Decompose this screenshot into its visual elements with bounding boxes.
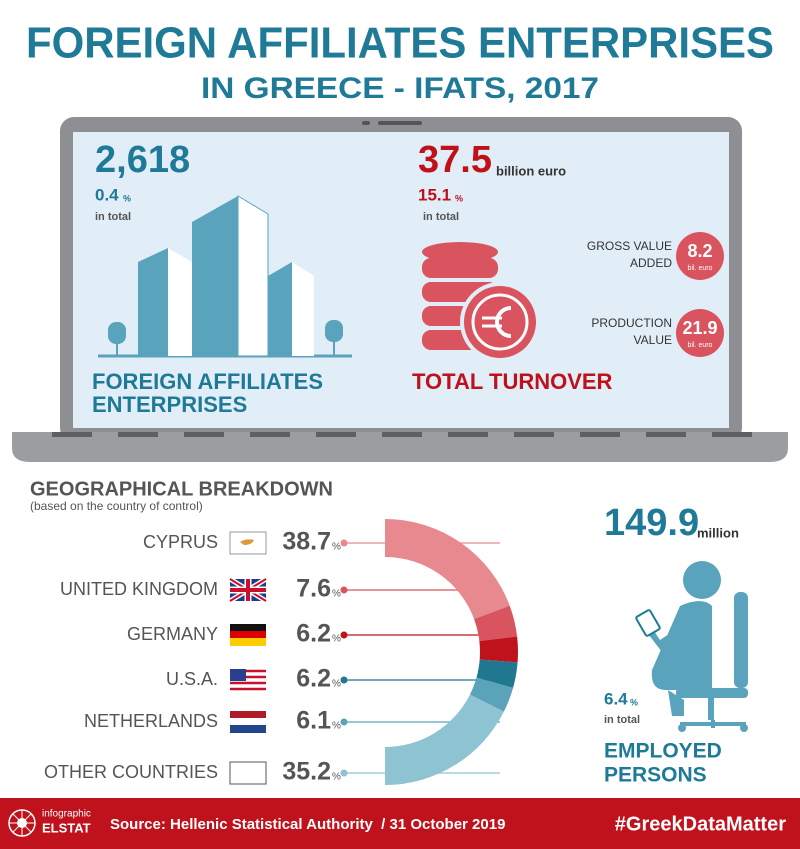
breakdown-bubble bbox=[676, 309, 724, 357]
leader-dot bbox=[340, 676, 348, 684]
footer-bar bbox=[0, 798, 800, 849]
breakdown-bubble bbox=[676, 232, 724, 280]
breakdown-unit: bil. euro bbox=[688, 265, 713, 272]
country-value: 38.7 bbox=[282, 528, 331, 556]
employment-value: 149.9 bbox=[604, 502, 699, 544]
enterprises-share: 0.4 bbox=[95, 185, 119, 204]
enterprises-label: ENTERPRISES bbox=[92, 392, 247, 417]
turnover-breakdown: GROSS VALUE ADDED 8.2 bil. euro PRODUCTION VA… bbox=[587, 232, 724, 357]
leader-dot bbox=[340, 718, 348, 726]
country-unit: % bbox=[332, 679, 341, 690]
country-name: OTHER COUNTRIES bbox=[44, 762, 218, 782]
country-name: CYPRUS bbox=[143, 532, 218, 552]
leader-dot bbox=[340, 769, 348, 777]
country-name: U.S.A. bbox=[166, 669, 218, 689]
enterprises-label: FOREIGN AFFILIATES bbox=[92, 369, 323, 394]
leader-dot bbox=[340, 539, 348, 547]
brand-line: infographic bbox=[42, 809, 91, 820]
donut-segment bbox=[479, 636, 518, 663]
breakdown-label: GROSS VALUE bbox=[587, 239, 672, 253]
country-name: NETHERLANDS bbox=[84, 711, 218, 731]
breakdown-label: VALUE bbox=[634, 333, 672, 347]
donut bbox=[385, 519, 518, 785]
flags bbox=[228, 531, 268, 785]
hashtag: #GreekDataMatter bbox=[615, 813, 786, 835]
country-value: 6.1 bbox=[296, 707, 331, 735]
source: Source: Hellenic Statistical Authority /… bbox=[110, 816, 505, 833]
employment-unit: million bbox=[697, 525, 739, 540]
person-icon bbox=[635, 561, 748, 732]
turnover-unit: billion euro bbox=[496, 163, 566, 178]
coins-icon bbox=[422, 242, 540, 362]
enterprises-value: 2,618 bbox=[95, 139, 190, 181]
country-unit: % bbox=[332, 542, 341, 553]
employment-label: PERSONS bbox=[604, 764, 707, 787]
country-rows: CYPRUS 38.7 % UNITED KINGDOM 7.6 % GERMANY 6.2%… bbox=[44, 528, 348, 786]
turnover-share-unit: % bbox=[455, 193, 463, 203]
country-value: 6.2 bbox=[296, 665, 331, 693]
brand-logo bbox=[8, 809, 36, 837]
title: FOREIGN AFFILIATES ENTERPRISES bbox=[26, 19, 774, 68]
subtitle: IN GREECE - IFATS, 2017 bbox=[201, 72, 599, 105]
donut-segment bbox=[476, 659, 518, 688]
donut-segment bbox=[469, 677, 514, 712]
country-unit: % bbox=[332, 589, 341, 600]
enterprises-note: in total bbox=[95, 211, 131, 223]
leader-dot bbox=[340, 631, 348, 639]
enterprises-share-unit: % bbox=[123, 193, 131, 203]
turnover-share: 15.1 bbox=[418, 185, 451, 204]
brand-line: ELSTAT bbox=[42, 820, 91, 835]
employment-share-unit: % bbox=[630, 697, 638, 707]
breakdown-label: PRODUCTION bbox=[591, 316, 672, 330]
breakdown-value: 21.9 bbox=[682, 318, 717, 338]
employment-note: in total bbox=[604, 714, 640, 726]
buildings-icon bbox=[98, 195, 352, 358]
country-unit: % bbox=[332, 721, 341, 732]
breakdown-label: ADDED bbox=[630, 256, 672, 270]
employment-label: EMPLOYED bbox=[604, 740, 722, 763]
geo-subtitle: (based on the country of control) bbox=[30, 499, 203, 513]
leader-dot bbox=[340, 586, 348, 594]
country-value: 7.6 bbox=[296, 575, 331, 603]
country-name: UNITED KINGDOM bbox=[60, 579, 218, 599]
donut-segment bbox=[385, 694, 504, 785]
turnover-value: 37.5 bbox=[418, 139, 492, 181]
breakdown-unit: bil. euro bbox=[688, 342, 713, 349]
turnover-label: TOTAL TURNOVER bbox=[412, 369, 613, 394]
country-unit: % bbox=[332, 634, 341, 645]
donut-segment bbox=[474, 605, 518, 641]
country-value: 6.2 bbox=[296, 620, 331, 648]
geo-title: GEOGRAPHICAL BREAKDOWN bbox=[30, 478, 333, 500]
breakdown-value: 8.2 bbox=[687, 241, 712, 261]
country-value: 35.2 bbox=[282, 758, 331, 786]
employment-share: 6.4 bbox=[604, 689, 628, 708]
country-unit: % bbox=[332, 772, 341, 783]
country-name: GERMANY bbox=[127, 624, 218, 644]
turnover-note: in total bbox=[423, 211, 459, 223]
donut-segment bbox=[385, 519, 510, 619]
